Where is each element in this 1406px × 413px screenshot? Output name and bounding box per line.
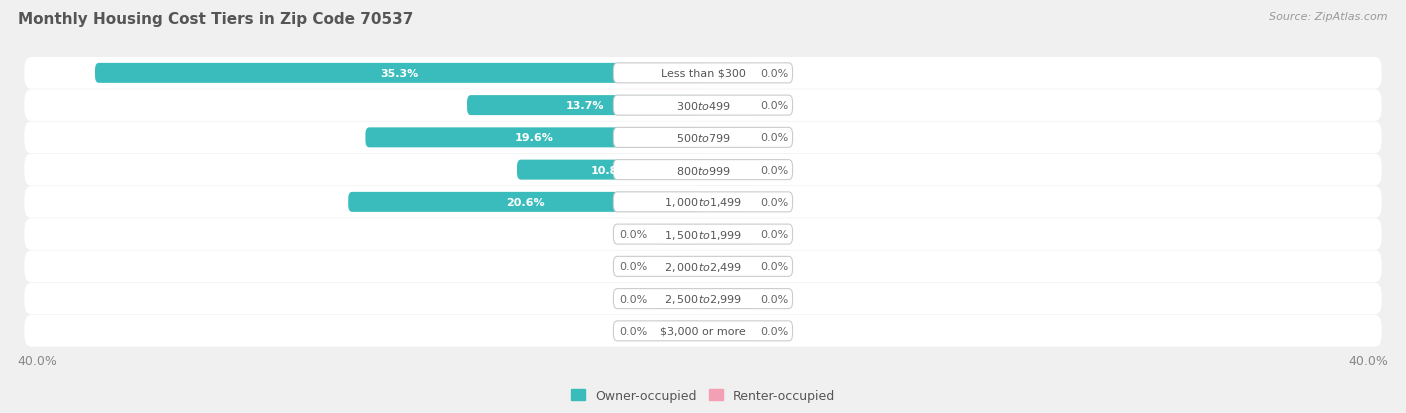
FancyBboxPatch shape — [655, 289, 703, 309]
FancyBboxPatch shape — [703, 128, 751, 148]
Text: 20.6%: 20.6% — [506, 197, 546, 207]
Text: $1,500 to $1,999: $1,500 to $1,999 — [664, 228, 742, 241]
FancyBboxPatch shape — [467, 96, 703, 116]
Text: 40.0%: 40.0% — [1348, 354, 1389, 367]
Text: 35.3%: 35.3% — [380, 69, 418, 78]
Text: 0.0%: 0.0% — [759, 69, 789, 78]
Text: 13.7%: 13.7% — [565, 101, 605, 111]
Text: Source: ZipAtlas.com: Source: ZipAtlas.com — [1270, 12, 1388, 22]
Text: Monthly Housing Cost Tiers in Zip Code 70537: Monthly Housing Cost Tiers in Zip Code 7… — [18, 12, 413, 27]
Text: 0.0%: 0.0% — [620, 262, 648, 272]
Text: 0.0%: 0.0% — [620, 294, 648, 304]
FancyBboxPatch shape — [703, 64, 751, 84]
Text: 0.0%: 0.0% — [759, 101, 789, 111]
Text: Less than $300: Less than $300 — [661, 69, 745, 78]
Text: $2,500 to $2,999: $2,500 to $2,999 — [664, 292, 742, 305]
Text: $1,000 to $1,499: $1,000 to $1,499 — [664, 196, 742, 209]
FancyBboxPatch shape — [24, 251, 1382, 282]
Text: 0.0%: 0.0% — [759, 230, 789, 240]
Text: 0.0%: 0.0% — [759, 294, 789, 304]
Text: 0.0%: 0.0% — [759, 326, 789, 336]
Text: 0.0%: 0.0% — [620, 326, 648, 336]
FancyBboxPatch shape — [613, 257, 793, 277]
FancyBboxPatch shape — [349, 192, 703, 212]
FancyBboxPatch shape — [613, 64, 793, 84]
FancyBboxPatch shape — [613, 160, 793, 180]
FancyBboxPatch shape — [613, 192, 793, 212]
FancyBboxPatch shape — [613, 321, 793, 341]
FancyBboxPatch shape — [24, 315, 1382, 347]
FancyBboxPatch shape — [655, 257, 703, 277]
FancyBboxPatch shape — [24, 90, 1382, 121]
Text: 0.0%: 0.0% — [759, 262, 789, 272]
Text: $3,000 or more: $3,000 or more — [661, 326, 745, 336]
FancyBboxPatch shape — [655, 225, 703, 244]
FancyBboxPatch shape — [24, 154, 1382, 186]
FancyBboxPatch shape — [613, 225, 793, 244]
FancyBboxPatch shape — [24, 58, 1382, 90]
FancyBboxPatch shape — [703, 96, 751, 116]
FancyBboxPatch shape — [703, 192, 751, 212]
FancyBboxPatch shape — [24, 283, 1382, 315]
FancyBboxPatch shape — [24, 122, 1382, 154]
Text: 0.0%: 0.0% — [620, 230, 648, 240]
Text: 10.8%: 10.8% — [591, 165, 630, 175]
FancyBboxPatch shape — [703, 289, 751, 309]
Text: 19.6%: 19.6% — [515, 133, 554, 143]
FancyBboxPatch shape — [24, 187, 1382, 218]
Legend: Owner-occupied, Renter-occupied: Owner-occupied, Renter-occupied — [567, 384, 839, 407]
FancyBboxPatch shape — [613, 289, 793, 309]
FancyBboxPatch shape — [24, 219, 1382, 250]
FancyBboxPatch shape — [613, 96, 793, 116]
FancyBboxPatch shape — [613, 128, 793, 148]
Text: $800 to $999: $800 to $999 — [675, 164, 731, 176]
Text: 0.0%: 0.0% — [759, 165, 789, 175]
Text: $2,000 to $2,499: $2,000 to $2,499 — [664, 260, 742, 273]
FancyBboxPatch shape — [655, 321, 703, 341]
FancyBboxPatch shape — [703, 160, 751, 180]
FancyBboxPatch shape — [703, 225, 751, 244]
FancyBboxPatch shape — [366, 128, 703, 148]
Text: 0.0%: 0.0% — [759, 133, 789, 143]
Text: $300 to $499: $300 to $499 — [675, 100, 731, 112]
FancyBboxPatch shape — [517, 160, 703, 180]
Text: $500 to $799: $500 to $799 — [675, 132, 731, 144]
FancyBboxPatch shape — [703, 257, 751, 277]
FancyBboxPatch shape — [96, 64, 703, 84]
Text: 0.0%: 0.0% — [759, 197, 789, 207]
FancyBboxPatch shape — [703, 321, 751, 341]
Text: 40.0%: 40.0% — [17, 354, 58, 367]
